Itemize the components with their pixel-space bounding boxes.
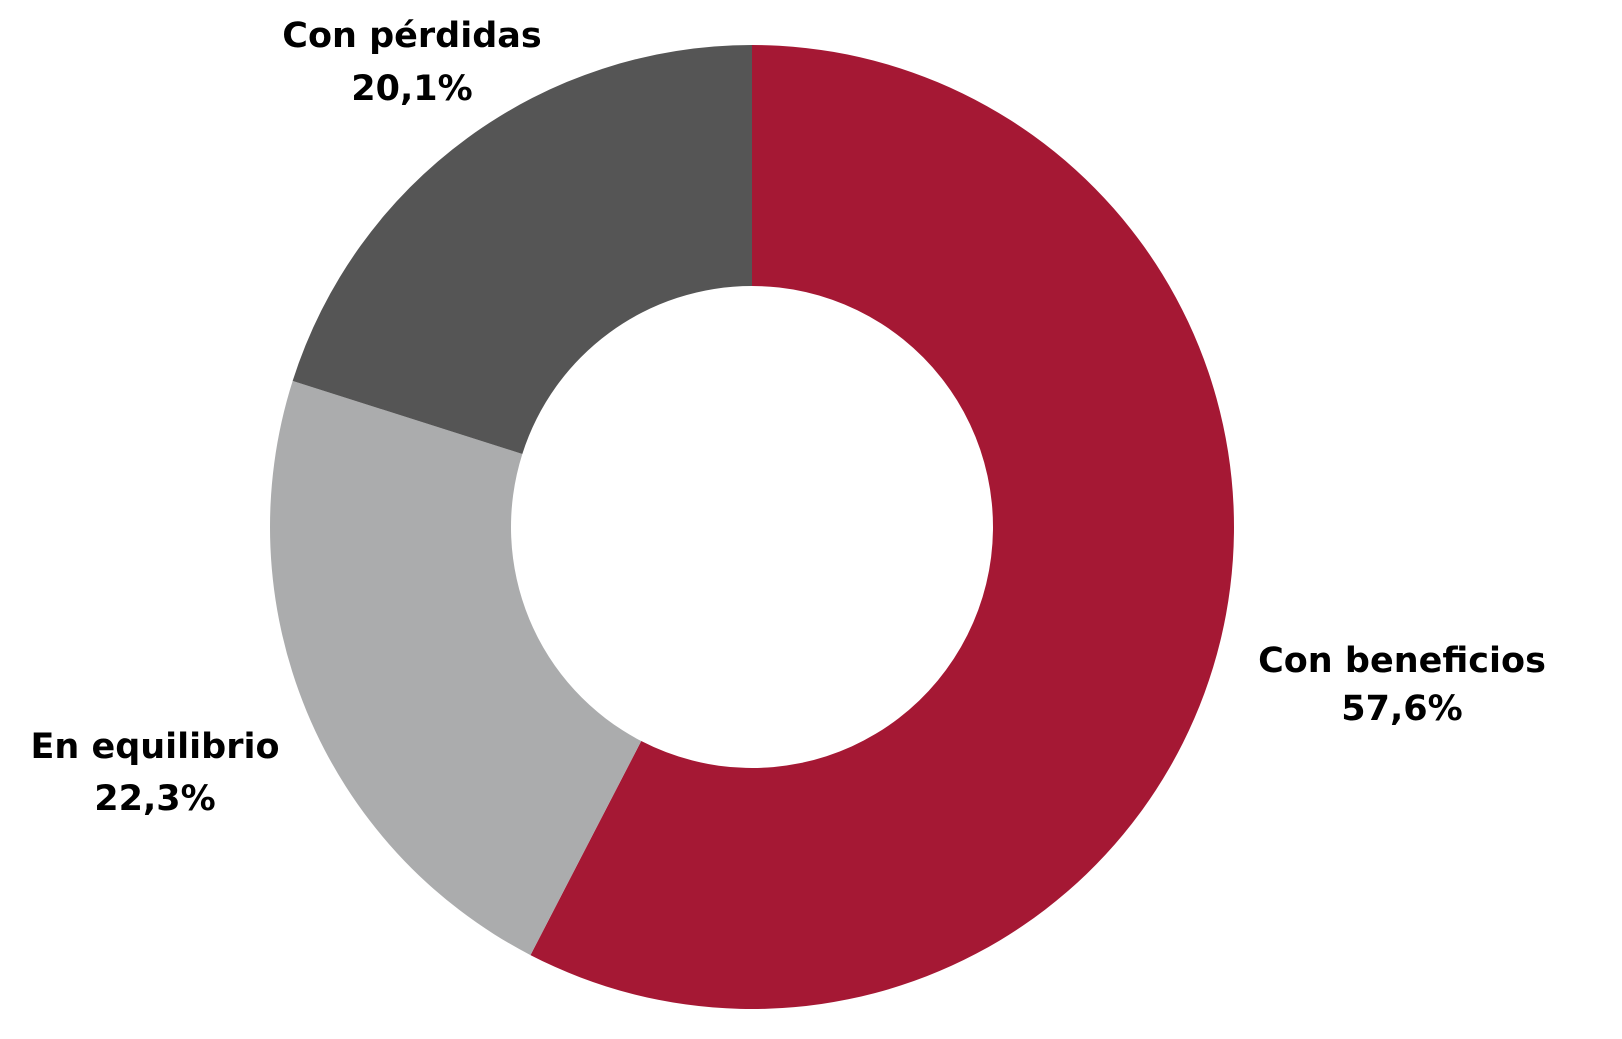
segment-label: Con pérdidas [282, 16, 541, 56]
donut-segment [270, 380, 642, 956]
segment-label: En equilibrio [30, 727, 279, 767]
segment-value: 20,1% [351, 69, 472, 109]
segment-value: 57,6% [1341, 689, 1462, 729]
donut-segment [292, 45, 752, 454]
donut-segment [530, 45, 1234, 1009]
segment-value: 22,3% [94, 779, 215, 819]
segment-label: Con beneficios [1258, 641, 1546, 681]
